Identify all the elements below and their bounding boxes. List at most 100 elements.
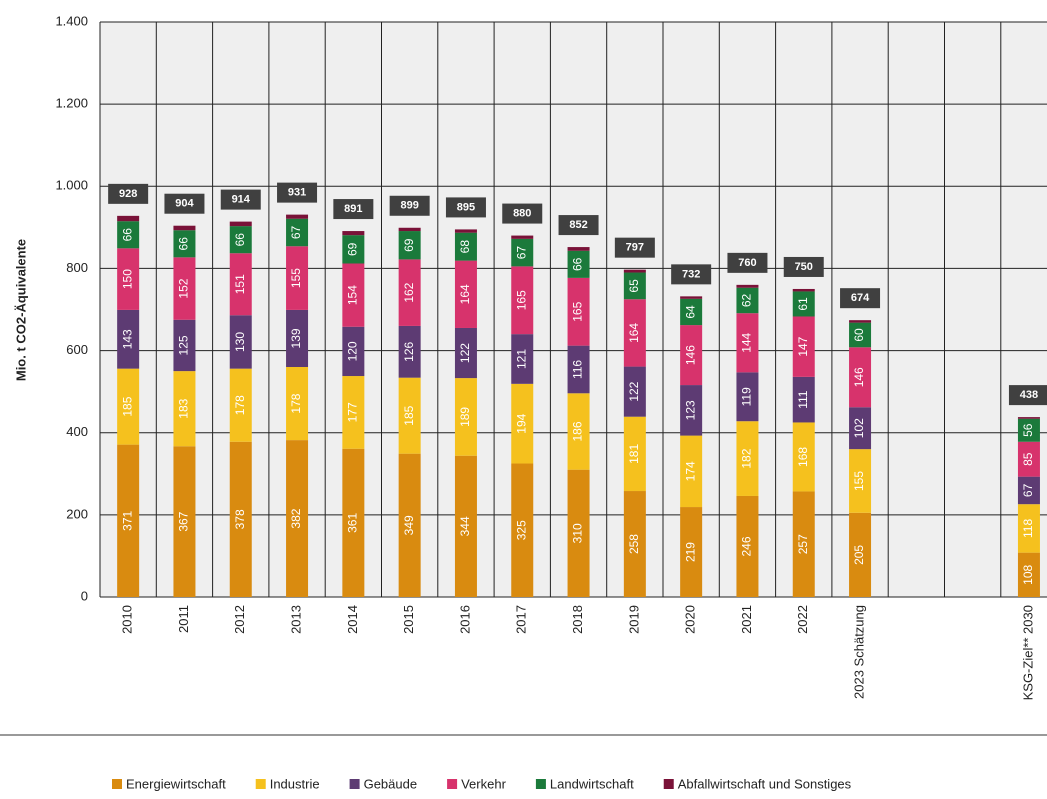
bar-segment [173,257,196,320]
bar-segment [286,309,309,367]
bar-segment [342,448,365,597]
segment-label: 382 [289,508,303,528]
bar-segment [623,299,646,367]
bar-segment [680,325,703,386]
total-box [558,215,599,236]
legend-swatch [255,779,266,789]
bar-segment [849,320,872,323]
bar-segment [680,296,703,299]
total-label: 852 [569,219,587,231]
bar-segment [173,319,196,372]
bar-segment [117,368,140,445]
segment-label: 186 [571,421,585,441]
segment-label: 168 [796,447,810,467]
bar-segment [398,325,421,378]
bar-segment [398,259,421,326]
total-box [445,197,486,218]
bar-segment [792,376,815,423]
legend-swatch [447,779,458,789]
segment-label: 126 [402,341,416,361]
segment-label: 185 [120,396,134,416]
total-label: 438 [1020,389,1038,401]
segment-label: 150 [120,269,134,289]
segment-label: 62 [740,293,754,307]
total-label: 891 [344,203,362,215]
segment-label: 154 [346,285,360,305]
bar-segment [229,253,252,316]
segment-label: 122 [458,343,472,363]
segment-label: 182 [740,448,754,468]
x-tick-label: 2012 [232,605,247,634]
bar-segment [1017,504,1040,553]
segment-label: 65 [627,279,641,293]
bar-segment [511,238,534,267]
x-tick-label: KSG-Ziel** 2030 [1020,605,1035,700]
y-tick-label: 0 [81,588,88,603]
segment-label: 165 [514,290,528,310]
bar-segment [117,444,140,597]
bar-segment [511,383,534,464]
bar-segment [398,453,421,597]
bar-segment [342,231,365,236]
bar-segment [342,326,365,377]
segment-label: 67 [514,246,528,260]
bar-segment [454,378,477,456]
segment-label: 66 [233,233,247,247]
segment-label: 60 [852,328,866,342]
segment-label: 152 [177,278,191,298]
segment-label: 155 [289,268,303,288]
total-box [108,183,149,204]
segment-label: 108 [1021,564,1035,584]
legend-label: Energiewirtschaft [126,776,226,791]
segment-label: 111 [796,390,810,409]
segment-label: 178 [289,393,303,413]
segment-label: 194 [514,413,528,433]
segment-label: 361 [346,513,360,533]
bar-segment [1017,476,1040,505]
bar-segment [736,495,759,597]
segment-label: 325 [514,520,528,540]
bar-segment [1017,441,1040,477]
segment-label: 349 [402,515,416,535]
y-tick-label: 600 [66,342,88,357]
total-label: 899 [400,200,418,212]
segment-label: 64 [683,305,697,319]
bar-segment [511,463,534,597]
total-label: 674 [851,292,870,304]
segment-label: 310 [571,523,585,543]
segment-label: 181 [627,444,641,464]
bar-segment [736,313,759,373]
segment-label: 178 [233,395,247,415]
x-tick-label: 2020 [683,605,698,634]
bar-segment [792,316,815,377]
bar-segment [792,422,815,492]
segment-label: 371 [120,510,134,530]
total-box [277,182,318,203]
x-tick-label: 2014 [345,605,360,634]
bar-segment [567,277,590,346]
bar-segment [286,367,309,441]
bar-segment [736,287,759,314]
bar-segment [229,315,252,369]
bar-segment [342,235,365,264]
x-tick-label: 2019 [626,605,641,634]
segment-label: 144 [740,332,754,352]
total-label: 914 [232,194,251,206]
bar-segment [1017,417,1040,419]
bar-segment [680,435,703,508]
segment-label: 146 [683,345,697,365]
bar-segment [1017,418,1040,442]
bar-segment [229,441,252,597]
segment-label: 367 [177,511,191,531]
segment-label: 69 [346,242,360,256]
y-tick-label: 400 [66,424,88,439]
segment-label: 121 [514,349,528,369]
segment-label: 67 [289,225,303,239]
bar-segment [117,248,140,310]
bar-segment [342,376,365,449]
x-tick-label: 2011 [176,605,191,633]
segment-label: 185 [402,405,416,425]
segment-label: 123 [683,400,697,420]
bar-segment [511,266,534,335]
